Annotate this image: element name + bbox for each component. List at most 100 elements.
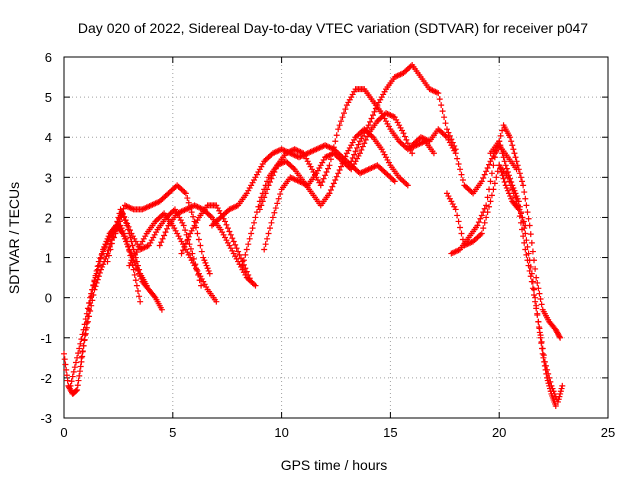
data-point <box>498 168 505 175</box>
data-point <box>83 324 90 331</box>
data-point <box>409 150 416 157</box>
data-point <box>64 377 71 384</box>
data-point <box>441 114 448 121</box>
data-point <box>521 239 528 246</box>
data-point <box>107 246 114 253</box>
data-point <box>81 336 88 343</box>
data-point <box>274 200 281 207</box>
data-point <box>101 243 108 250</box>
data-point <box>544 374 551 381</box>
data-point <box>90 291 97 298</box>
data-point <box>515 166 522 173</box>
data-point <box>339 114 346 121</box>
data-point <box>541 362 548 369</box>
data-point <box>515 206 522 213</box>
data-point <box>516 170 523 177</box>
data-point <box>547 388 554 395</box>
data-point <box>533 274 540 281</box>
data-point <box>478 178 485 185</box>
data-point <box>240 257 247 264</box>
data-point <box>88 302 95 309</box>
data-point <box>354 144 361 151</box>
data-point <box>198 248 205 255</box>
data-point <box>129 242 136 249</box>
data-point <box>108 240 115 247</box>
data-point <box>522 246 529 253</box>
data-point <box>63 372 70 379</box>
data-point <box>79 331 86 338</box>
data-point <box>124 241 131 248</box>
data-point <box>516 213 523 220</box>
data-point <box>243 268 250 275</box>
data-point <box>204 265 211 272</box>
data-point <box>185 236 192 243</box>
data-point <box>369 112 376 119</box>
data-point <box>504 168 511 175</box>
data-point <box>151 293 158 300</box>
data-point <box>195 236 202 243</box>
data-point <box>266 225 273 232</box>
data-point <box>134 262 141 269</box>
y-tick-label: 4 <box>45 130 52 145</box>
data-point <box>556 393 563 400</box>
data-point <box>527 273 534 280</box>
data-point <box>507 175 514 182</box>
data-point <box>224 225 231 232</box>
data-point <box>161 232 168 239</box>
series-arc-7 <box>156 202 259 289</box>
data-point <box>189 250 196 257</box>
data-point <box>400 130 407 137</box>
data-point <box>541 358 548 365</box>
data-point <box>507 134 514 141</box>
data-point <box>552 402 559 409</box>
data-point <box>319 179 326 186</box>
data-point <box>245 241 252 248</box>
data-point <box>528 278 535 285</box>
data-point <box>89 297 96 304</box>
data-point <box>500 175 507 182</box>
data-point <box>256 206 263 213</box>
data-point <box>543 370 550 377</box>
data-point <box>104 235 111 242</box>
y-tick-label: 6 <box>45 50 52 65</box>
data-point <box>106 243 113 250</box>
data-point <box>521 189 528 196</box>
data-point <box>76 345 83 352</box>
data-point <box>118 214 125 221</box>
data-point <box>525 215 532 222</box>
data-point <box>80 326 87 333</box>
data-point <box>523 202 530 209</box>
data-point <box>557 390 564 397</box>
data-point <box>202 259 209 266</box>
data-point <box>529 285 536 292</box>
data-point <box>156 242 163 249</box>
data-point <box>484 194 491 201</box>
data-point <box>455 160 462 167</box>
data-point <box>483 214 490 221</box>
data-point <box>269 214 276 221</box>
data-point <box>186 241 193 248</box>
data-point <box>480 209 487 216</box>
data-point <box>510 146 517 153</box>
data-point <box>95 273 102 280</box>
data-point <box>91 286 98 293</box>
data-point <box>320 175 327 182</box>
data-point <box>226 228 233 235</box>
data-point <box>82 330 89 337</box>
data-point <box>258 202 265 209</box>
data-point <box>534 279 541 286</box>
chart-title: Day 020 of 2022, Sidereal Day-to-day VTE… <box>78 20 588 36</box>
data-point <box>329 183 336 190</box>
data-point <box>242 265 249 272</box>
data-point <box>206 270 213 277</box>
data-point <box>508 138 515 145</box>
data-point <box>158 239 165 246</box>
data-point <box>74 382 81 389</box>
data-point <box>264 186 271 193</box>
data-point <box>555 396 562 403</box>
data-point <box>435 90 442 97</box>
data-point <box>233 245 240 252</box>
data-point <box>335 126 342 133</box>
y-tick-label: 2 <box>45 210 52 225</box>
